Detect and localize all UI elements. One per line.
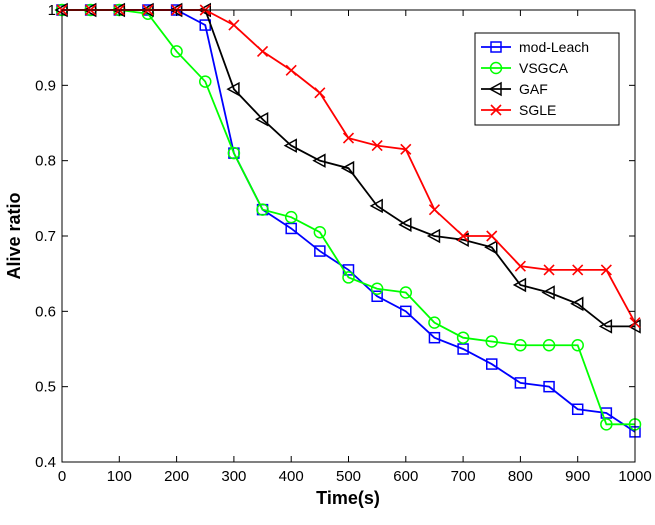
data-point-mod-leach <box>314 245 326 257</box>
data-point-sgle <box>543 264 555 276</box>
data-point-gaf <box>369 198 383 214</box>
data-point-sgle <box>428 204 441 216</box>
data-point-gaf <box>254 111 269 127</box>
data-point-vsgca <box>313 225 327 239</box>
data-point-vsgca <box>284 210 298 224</box>
y-tick-label: 0.6 <box>35 303 56 320</box>
data-point-sgle <box>228 19 240 31</box>
legend-entry-vsgca: VSGCA <box>481 60 569 76</box>
data-point-sgle <box>342 132 355 144</box>
x-tick-label: 800 <box>508 468 533 485</box>
data-point-vsgca <box>514 338 527 352</box>
data-point-vsgca <box>485 335 498 348</box>
y-tick-label: 0.7 <box>35 228 56 245</box>
data-point-vsgca <box>399 286 413 299</box>
data-point-vsgca <box>170 45 183 58</box>
y-tick-label: 0.5 <box>35 379 56 396</box>
x-tick-label: 400 <box>279 468 304 485</box>
data-point-sgle <box>256 45 269 57</box>
data-point-sgle <box>486 230 498 242</box>
legend-swatch-marker <box>490 104 502 116</box>
legend-entry-sgle: SGLE <box>481 102 556 118</box>
legend: mod-Leach VSGCA GAF SGLE <box>474 32 620 126</box>
data-point-vsgca <box>456 331 470 344</box>
data-point-mod-leach <box>514 377 527 389</box>
x-tick-label: 500 <box>336 468 361 485</box>
data-point-vsgca <box>571 338 584 352</box>
data-point-gaf <box>283 138 297 153</box>
y-tick-label: 1 <box>48 2 56 19</box>
data-point-sgle <box>314 87 326 99</box>
data-point-sgle <box>600 264 612 276</box>
data-point-mod-leach <box>428 331 441 344</box>
y-axis-title: Alive ratio <box>4 192 24 279</box>
x-tick-label: 700 <box>451 468 476 485</box>
legend-label: mod-Leach <box>519 39 589 55</box>
x-tick-label: 100 <box>107 468 132 485</box>
data-point-gaf <box>398 217 412 232</box>
data-point-mod-leach <box>400 305 412 318</box>
x-tick-label: 0 <box>58 468 66 485</box>
data-point-sgle <box>400 143 412 155</box>
data-point-sgle <box>514 260 526 272</box>
data-point-sgle <box>285 64 297 76</box>
tick-layer: 0 100 200 300 400 500 600 700 800 900 1000 0.4 0.5 0.… <box>35 2 652 485</box>
data-point-gaf <box>226 81 240 97</box>
data-point-vsgca <box>428 316 441 329</box>
data-point-mod-leach <box>371 290 383 303</box>
data-point-gaf <box>312 153 326 168</box>
x-tick-label: 200 <box>164 468 189 485</box>
x-tick-label: 300 <box>221 468 246 485</box>
x-tick-label: 900 <box>565 468 590 485</box>
y-tick-label: 0.9 <box>35 77 56 94</box>
y-tick-label: 0.8 <box>35 153 56 170</box>
data-point-gaf <box>426 228 441 244</box>
data-point-gaf <box>512 277 527 293</box>
data-point-vsgca <box>600 418 613 431</box>
data-point-sgle <box>371 140 383 152</box>
data-point-vsgca <box>542 338 556 352</box>
data-point-gaf <box>598 319 613 334</box>
series-line-vsgca <box>62 9 635 426</box>
data-point-mod-leach <box>571 403 584 416</box>
data-point-mod-leach <box>543 380 555 393</box>
legend-swatch-marker <box>488 81 502 97</box>
data-point-vsgca <box>370 282 384 295</box>
data-point-sgle <box>572 264 584 276</box>
legend-label: VSGCA <box>519 60 569 76</box>
y-tick-label: 0.4 <box>35 454 56 471</box>
legend-entry-mod-leach: mod-Leach <box>481 39 589 55</box>
data-point-vsgca <box>227 146 241 160</box>
series-vsgca <box>55 3 642 431</box>
data-point-vsgca <box>256 203 269 216</box>
legend-label: SGLE <box>519 102 556 118</box>
data-point-mod-leach <box>486 358 498 370</box>
data-point-mod-leach <box>285 222 297 235</box>
data-point-vsgca <box>342 271 355 284</box>
data-point-gaf <box>570 296 584 312</box>
data-point-gaf <box>541 285 555 300</box>
data-point-sgle <box>457 230 469 242</box>
data-point-mod-leach <box>457 343 469 355</box>
x-axis-title: Time(s) <box>316 488 380 508</box>
legend-entry-gaf: GAF <box>481 81 548 97</box>
legend-swatch-marker <box>489 61 503 75</box>
x-tick-label: 1000 <box>618 468 651 485</box>
data-point-gaf <box>340 160 355 176</box>
x-tick-label: 600 <box>393 468 418 485</box>
legend-swatch-marker <box>490 41 502 53</box>
data-point-vsgca <box>199 75 212 88</box>
data-point-gaf <box>484 240 498 255</box>
legend-label: GAF <box>519 81 548 97</box>
